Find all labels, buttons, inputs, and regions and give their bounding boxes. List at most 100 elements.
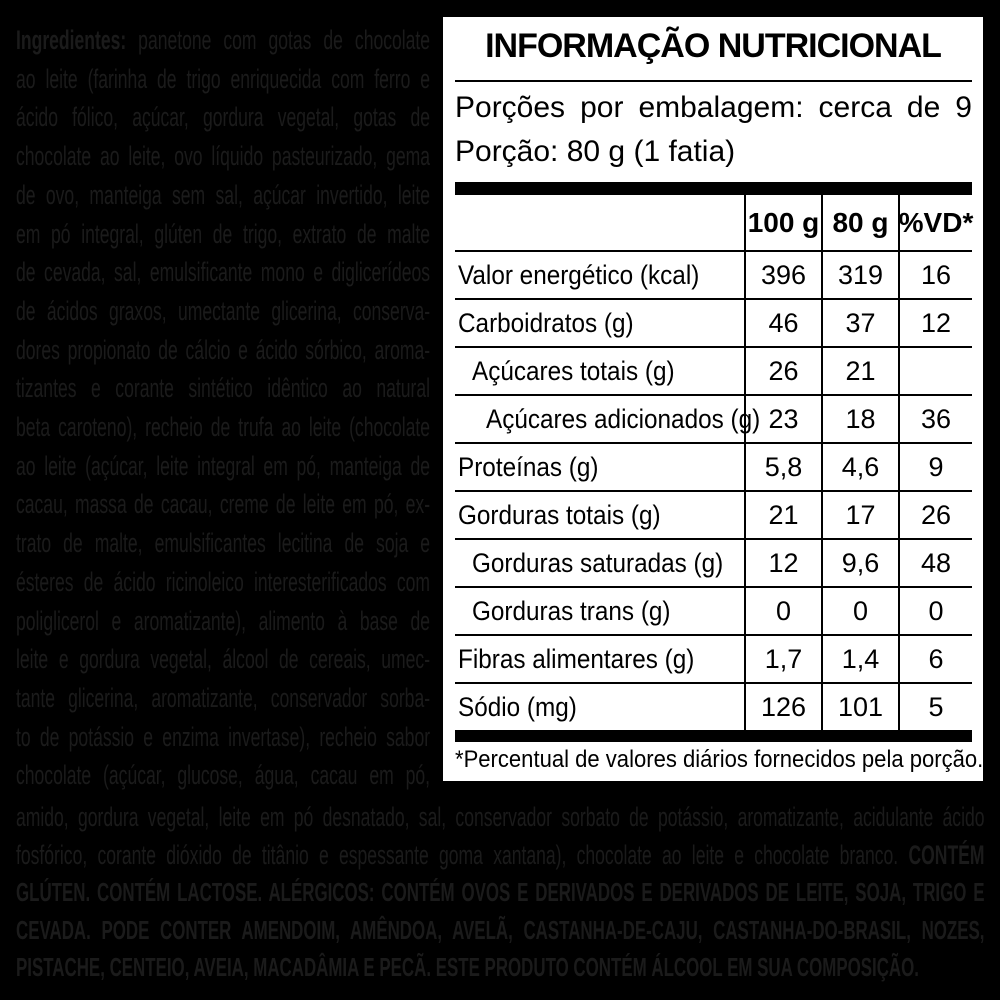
ingredients-line: to de potássio e enzima invertase), rech…	[16, 718, 430, 757]
value-80g: 101	[823, 684, 900, 730]
ingredients-text: cacau, massa de cacau, creme de leite em…	[16, 489, 431, 520]
value-vd: 36	[920, 403, 952, 434]
nutrient-label: Gorduras totais (g)	[455, 492, 746, 538]
value-100g: 126	[746, 684, 823, 730]
ingredients-text: tante glicerina, aromatizante, conservad…	[16, 682, 431, 713]
ingredients-bold-text: CEVADA. PODE CONTER AMENDOIM, AMÊNDOA, A…	[16, 914, 985, 945]
ingredients-line: PISTACHE, CENTEIO, AVEIA, MACADÂMIA E PE…	[16, 949, 984, 987]
ingredients-text: de cevada, sal, emulsificante mono e dig…	[16, 257, 431, 288]
ingredients-text-bottom: amido, gordura vegetal, leite em pó desn…	[16, 799, 984, 987]
value-vd: 9	[928, 451, 944, 482]
value-100g: 1,7	[746, 636, 823, 682]
ingredients-text: fosfórico, corante dióxido de titânio e …	[16, 839, 909, 870]
ingredients-line: de ácidos graxos, umectante glicerina, c…	[16, 292, 430, 331]
value-vd: 5	[928, 691, 944, 722]
value-vd: 6	[928, 643, 944, 674]
ingredients-text: de ovo, manteiga sem sal, açúcar inverti…	[16, 179, 431, 210]
value-vd: 26	[920, 499, 952, 530]
table-row: Gorduras trans (g) 0 0 0	[455, 588, 972, 636]
value-80g: 319	[823, 252, 900, 298]
value-100g: 21	[746, 492, 823, 538]
ingredients-line: beta caroteno), recheio de trufa ao leit…	[16, 408, 430, 447]
ingredients-line: tizantes e corante sintético idêntico ao…	[16, 369, 430, 408]
ingredients-text: to de potássio e enzima invertase), rech…	[16, 721, 431, 752]
value-80g: 18	[823, 396, 900, 442]
ingredients-line: ao leite (farinha de trigo enriquecida c…	[16, 60, 430, 99]
ingredients-bold-text: PISTACHE, CENTEIO, AVEIA, MACADÂMIA E PE…	[16, 952, 919, 982]
ingredients-line: fosfórico, corante dióxido de titânio e …	[16, 837, 984, 875]
ingredients-text: beta caroteno), recheio de trufa ao leit…	[16, 412, 431, 443]
title-divider	[455, 80, 972, 82]
nutrient-label: Proteínas (g)	[455, 444, 746, 490]
ingredients-text: amido, gordura vegetal, leite em pó desn…	[16, 802, 985, 832]
nutrition-facts-panel: INFORMAÇÃO NUTRICIONAL Porções por embal…	[443, 17, 983, 781]
nutrient-label-text: Valor energético (kcal)	[458, 259, 700, 290]
ingredients-line: GLÚTEN. CONTÉM LACTOSE. ALÉRGICOS: CONTÉ…	[16, 874, 984, 912]
nutrition-table: 100 g 80 g %VD* Valor energético (kcal) 396 3…	[455, 195, 973, 732]
servings-per-package: Porções por embalagem: cerca de 9	[455, 91, 972, 124]
ingredients-line: Ingredientes: panetone com gotas de choc…	[16, 21, 430, 60]
nutrient-label: Açúcares totais (g)	[455, 348, 746, 394]
ingredients-line: tante glicerina, aromatizante, conservad…	[16, 679, 430, 718]
value-100g: 23	[746, 396, 823, 442]
value-vd: 12	[920, 307, 952, 338]
ingredients-line: em pó integral, glúten de trigo, extrato…	[16, 215, 430, 254]
ingredients-line: chocolate (açúcar, glucose, água, cacau …	[16, 756, 430, 795]
ingredients-line: leite e gordura vegetal, álcool de cerea…	[16, 640, 430, 679]
value-100g: 12	[746, 540, 823, 586]
value-80g: 9,6	[823, 540, 900, 586]
value-vd	[900, 348, 972, 394]
ingredients-text: trato de malte, emulsificantes lecitina …	[16, 528, 431, 559]
nutrient-label: Açúcares adicionados (g)	[455, 396, 760, 442]
ingredients-text: ésteres de ácido ricinoleico interesteri…	[16, 566, 431, 597]
daily-value-footnote: *Percentual de valores diários fornecido…	[455, 746, 1000, 774]
ingredients-line: poliglicerol e aromatizante), alimento à…	[16, 602, 430, 641]
value-vd: 0	[928, 595, 944, 626]
ingredients-text: de ácidos graxos, umectante glicerina, c…	[16, 295, 431, 326]
ingredients-text: ácido fólico, açúcar, gordura vegetal, g…	[16, 102, 431, 133]
table-row: Açúcares totais (g) 26 21	[455, 348, 972, 396]
panel-title: INFORMAÇÃO NUTRICIONAL	[485, 27, 942, 65]
header-empty-cell	[455, 195, 746, 250]
daily-value-footnote-text: *Percentual de valores diários fornecido…	[455, 746, 984, 773]
nutrient-label: Fibras alimentares (g)	[455, 636, 746, 682]
ingredients-line: amido, gordura vegetal, leite em pó desn…	[16, 799, 984, 837]
column-header: 100 g	[746, 195, 823, 250]
nutrient-label-text: Gorduras trans (g)	[472, 595, 671, 626]
ingredients-line: trato de malte, emulsificantes lecitina …	[16, 524, 430, 563]
nutrient-label-text: Fibras alimentares (g)	[458, 643, 695, 674]
ingredients-line: dores propionato de cálcio e ácido sórbi…	[16, 331, 430, 370]
nutrient-label-text: Carboidratos (g)	[458, 307, 634, 338]
nutrient-label: Valor energético (kcal)	[455, 252, 746, 298]
ingredients-text: panetone com gotas de chocolate	[126, 25, 431, 55]
value-vd: 16	[920, 259, 952, 290]
table-row: Sódio (mg) 126 101 5	[455, 684, 972, 732]
table-row: Carboidratos (g) 46 37 12	[455, 300, 972, 348]
table-row: Gorduras saturadas (g) 12 9,6 48	[455, 540, 972, 588]
value-100g: 46	[746, 300, 823, 346]
value-80g: 4,6	[823, 444, 900, 490]
ingredients-bold-text: CONTÉM	[908, 839, 985, 870]
nutrient-label-text: Gorduras saturadas (g)	[472, 547, 724, 578]
ingredients-text: tizantes e corante sintético idêntico ao…	[16, 373, 431, 404]
ingredients-line: de cevada, sal, emulsificante mono e dig…	[16, 253, 430, 292]
ingredients-line: ao leite (açúcar, leite integral em pó, …	[16, 447, 430, 486]
nutrient-label-text: Açúcares adicionados (g)	[486, 403, 761, 434]
ingredients-bold-text: GLÚTEN. CONTÉM LACTOSE. ALÉRGICOS: CONTÉ…	[16, 877, 985, 907]
ingredients-line: ésteres de ácido ricinoleico interesteri…	[16, 563, 430, 602]
value-80g: 0	[823, 588, 900, 634]
divider-bar-bottom	[455, 732, 972, 742]
value-100g: 26	[746, 348, 823, 394]
value-100g: 5,8	[746, 444, 823, 490]
ingredients-text: dores propionato de cálcio e ácido sórbi…	[16, 334, 431, 365]
nutrient-label-text: Açúcares totais (g)	[472, 355, 675, 386]
ingredients-text: chocolate (açúcar, glucose, água, cacau …	[16, 760, 431, 791]
table-row: Fibras alimentares (g) 1,7 1,4 6	[455, 636, 972, 684]
nutrient-label: Gorduras trans (g)	[455, 588, 746, 634]
ingredients-text: em pó integral, glúten de trigo, extrato…	[16, 218, 431, 249]
value-100g: 0	[746, 588, 823, 634]
ingredients-line: CEVADA. PODE CONTER AMENDOIM, AMÊNDOA, A…	[16, 912, 984, 950]
ingredients-text-left-column: Ingredientes: panetone com gotas de choc…	[16, 21, 430, 795]
value-100g: 396	[746, 252, 823, 298]
ingredients-line: de ovo, manteiga sem sal, açúcar inverti…	[16, 176, 430, 215]
